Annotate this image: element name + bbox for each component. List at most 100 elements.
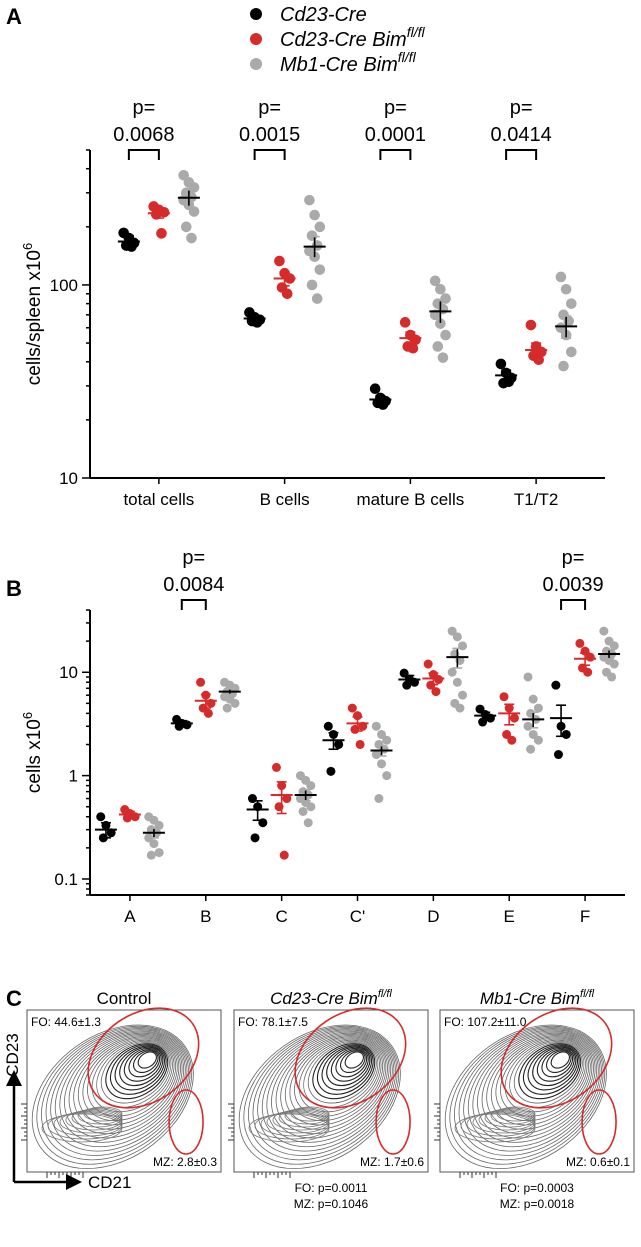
contour-line (330, 1047, 369, 1082)
contour-line (550, 1051, 570, 1069)
legend-marker-cd23-cre-bim (250, 33, 262, 45)
contour-line (50, 1029, 188, 1152)
contour-line (449, 1025, 606, 1165)
contour-line (298, 1039, 380, 1113)
data-point-b (607, 672, 617, 682)
data-point-a (314, 221, 326, 233)
cd23-arrow-head (6, 1070, 22, 1086)
contour-line (484, 1108, 536, 1128)
contour-line (472, 1110, 536, 1134)
fo-value: FO: 44.6±1.3 (31, 1015, 101, 1029)
legend-label-cd23-cre-bim: Cd23-Cre Bimfl/fl (280, 24, 425, 51)
panel-label-a: A (6, 4, 22, 29)
flow-panel-3: Mb1-Cre Bimfl/fl FO: 107.2±11.0 MZ: 0.6±0.… (434, 988, 635, 1211)
data-point-b (458, 690, 468, 700)
fo-gate (87, 1007, 200, 1109)
data-point-b (533, 735, 543, 745)
contour-line (54, 1030, 186, 1148)
significance-bracket-a (379, 149, 412, 160)
data-point-a (440, 329, 451, 341)
y-tick-label-b: 1 (69, 767, 78, 786)
data-point-b (196, 677, 206, 687)
contour-line (513, 1042, 583, 1104)
contour-line (238, 1024, 401, 1170)
data-point-b (561, 729, 571, 739)
data-point-b (502, 729, 512, 739)
data-point-b (609, 659, 619, 669)
contour-line (275, 1033, 388, 1135)
data-point-a (369, 383, 381, 395)
contour-line (478, 1109, 536, 1131)
fo-gate (500, 1007, 613, 1109)
data-point-b (247, 794, 257, 804)
chart-b: 0.1 1 10 cells x106 A B C C' D E Fp= 0.0084 p= 0.0039 (20, 547, 625, 926)
data-point-b (282, 794, 292, 804)
contour-line (64, 1032, 183, 1139)
contour-line (303, 1040, 379, 1108)
contour-line (71, 1108, 123, 1128)
data-point-a (311, 293, 323, 304)
contour-line (289, 1037, 384, 1121)
data-point-b (507, 735, 517, 745)
p-value-a: 0.0001 (365, 124, 426, 146)
data-point-a (188, 206, 200, 217)
contour-line (82, 1037, 177, 1121)
flow-panel-1: Control FO: 44.6±1.3 MZ: 2.8±0.3 (21, 989, 222, 1178)
data-point-b (353, 711, 362, 721)
panel-label-b: B (6, 576, 22, 601)
contour-line (284, 1107, 330, 1125)
contour-line (344, 1051, 364, 1069)
flow-panel-title-sup: fl/fl (378, 988, 393, 1000)
contour-line (114, 1045, 165, 1091)
contour-line (243, 1025, 400, 1165)
contour-line (266, 1110, 330, 1134)
data-point-b (523, 721, 533, 731)
data-point-b (182, 720, 192, 730)
data-point-b (146, 850, 156, 860)
p-value-b: 0.0084 (163, 574, 224, 596)
data-point-b (382, 771, 392, 781)
flow-panel-2: Cd23-Cre Bimfl/fl FO: 78.1±7.5 MZ: 1.7±0.6… (228, 988, 429, 1211)
data-point-b (551, 680, 561, 690)
data-point-b (279, 850, 289, 860)
mz-value: MZ: 2.8±0.3 (153, 1155, 217, 1169)
y-tick-label-b: 10 (59, 663, 78, 682)
category-label-a: T1/T2 (514, 490, 558, 509)
contour-line (109, 1044, 167, 1095)
data-point-a (435, 283, 446, 295)
data-point-b (599, 626, 609, 636)
legend: Cd23-Cre Cd23-Cre Bimfl/fl Mb1-Cre Bimfl… (250, 4, 425, 76)
category-label-a: total cells (123, 490, 194, 509)
contour-line (133, 1050, 159, 1074)
data-point-a (180, 221, 192, 233)
contour-line (509, 1040, 585, 1108)
contour-line (463, 1029, 601, 1152)
data-point-b (306, 802, 316, 812)
data-point-a (377, 399, 389, 410)
p-value-a: 0.0414 (491, 124, 552, 146)
p-label-a: p= (132, 97, 155, 119)
panel-label-c: C (6, 986, 22, 1011)
data-point-b (526, 744, 536, 754)
data-point-b (533, 703, 543, 713)
contour-line (105, 1043, 169, 1100)
contour-line (260, 1111, 330, 1137)
contour-line (522, 1044, 580, 1095)
data-point-b (230, 698, 240, 708)
fo-p-value: FO: p=0.0011 (295, 1181, 368, 1195)
fo-p-value: FO: p=0.0003 (500, 1181, 574, 1195)
data-point-a (432, 341, 444, 352)
data-point-b (144, 833, 154, 843)
data-point-b (154, 848, 164, 858)
contour-line (100, 1042, 170, 1104)
data-point-b (306, 781, 316, 791)
contour-line (481, 1033, 594, 1135)
p-value-a: 0.0015 (239, 124, 300, 146)
data-point-b (528, 729, 538, 739)
y-axis-label-sup-a: 6 (20, 243, 35, 250)
data-point-b (326, 766, 336, 776)
data-point-b (371, 721, 381, 731)
contour-line (53, 1111, 123, 1137)
category-label-b: A (124, 907, 136, 926)
